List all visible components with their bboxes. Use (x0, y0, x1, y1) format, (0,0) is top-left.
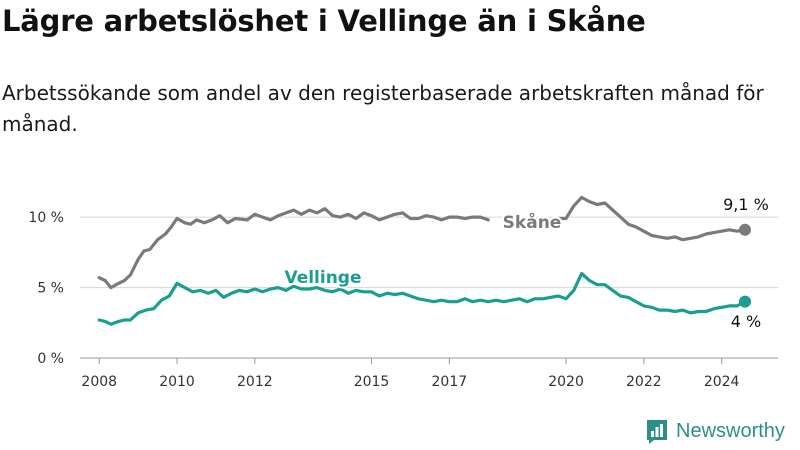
y-tick-label: 5 % (37, 281, 64, 297)
x-tick-label: 2020 (548, 374, 584, 390)
series-layer (97, 195, 751, 326)
end-value-label-vellinge: 4 % (731, 312, 761, 331)
brand-name: Newsworthy (676, 419, 785, 442)
x-tick-label: 2010 (159, 374, 195, 390)
series-label-skane: Skåne (503, 211, 562, 233)
x-tick-label: 2012 (237, 374, 273, 390)
series-endpoint-vellinge (738, 295, 751, 308)
label-layer: Skåne Vellinge 9,1 % 4 % (282, 195, 769, 331)
series-endpoint-skåne (738, 223, 751, 236)
x-tick-label: 2024 (704, 374, 740, 390)
chart-title: Lägre arbetslöshet i Vellinge än i Skåne (2, 4, 646, 38)
series-line-vellinge (97, 271, 747, 326)
bar-chart-icon (647, 420, 667, 444)
series-label-vellinge: Vellinge (284, 268, 361, 288)
axis-layer: 0 % 5 % 10 % 2008 2010 2012 2015 2017 2020 2022 20… (28, 210, 739, 390)
x-tick-label: 2015 (354, 374, 390, 390)
end-value-label-skane: 9,1 % (723, 195, 769, 214)
y-tick-label: 0 % (37, 351, 64, 367)
chart-subtitle: Arbetssökande som andel av den registerb… (2, 81, 764, 136)
x-tick-label: 2017 (432, 374, 468, 390)
brand-logo[interactable]: Newsworthy (645, 418, 785, 444)
x-tick-label: 2008 (81, 374, 117, 390)
series-line-skåne (97, 195, 747, 290)
x-tick-label: 2022 (626, 374, 662, 390)
y-tick-label: 10 % (28, 210, 64, 226)
